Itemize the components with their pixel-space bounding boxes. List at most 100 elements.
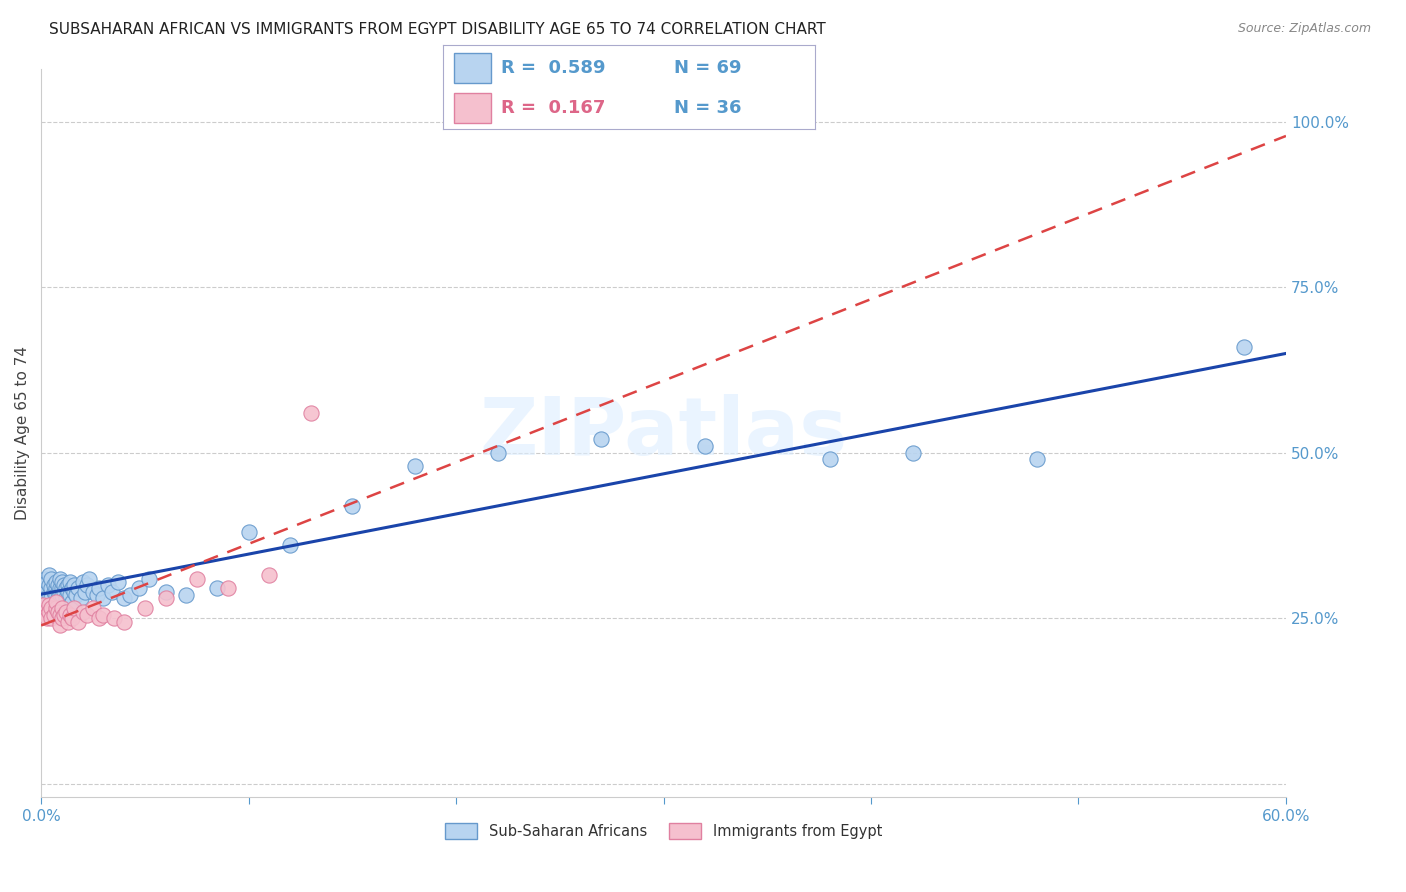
Point bbox=[46, 584, 69, 599]
Point bbox=[37, 611, 59, 625]
Point bbox=[134, 601, 156, 615]
Text: ZIPatlas: ZIPatlas bbox=[479, 393, 848, 472]
Point bbox=[86, 588, 108, 602]
Point bbox=[100, 584, 122, 599]
Point bbox=[45, 574, 67, 589]
Text: R =  0.167: R = 0.167 bbox=[501, 99, 605, 117]
Point bbox=[76, 607, 98, 622]
Point bbox=[112, 615, 135, 629]
Point bbox=[103, 611, 125, 625]
Point bbox=[93, 591, 115, 606]
Point bbox=[186, 572, 208, 586]
Point bbox=[67, 582, 90, 596]
Point bbox=[49, 582, 72, 596]
Point bbox=[176, 588, 198, 602]
Point bbox=[238, 525, 260, 540]
Point bbox=[217, 582, 239, 596]
Bar bbox=[454, 54, 491, 83]
Point bbox=[77, 572, 100, 586]
Point bbox=[1026, 452, 1049, 467]
Point bbox=[46, 578, 69, 592]
Point bbox=[342, 499, 364, 513]
Point bbox=[59, 588, 82, 602]
Point bbox=[1233, 340, 1256, 354]
Point bbox=[42, 578, 65, 592]
Point bbox=[299, 406, 322, 420]
Point bbox=[486, 445, 509, 459]
Point bbox=[63, 578, 86, 592]
Point bbox=[45, 601, 67, 615]
Point bbox=[46, 591, 69, 606]
Point bbox=[49, 572, 72, 586]
Point bbox=[41, 611, 63, 625]
Point bbox=[51, 582, 73, 596]
Point bbox=[38, 568, 60, 582]
Point bbox=[63, 584, 86, 599]
Point bbox=[37, 574, 59, 589]
Point bbox=[96, 578, 118, 592]
Point bbox=[32, 598, 55, 612]
Point bbox=[107, 574, 129, 589]
Point bbox=[41, 591, 63, 606]
Text: SUBSAHARAN AFRICAN VS IMMIGRANTS FROM EGYPT DISABILITY AGE 65 TO 74 CORRELATION : SUBSAHARAN AFRICAN VS IMMIGRANTS FROM EG… bbox=[49, 22, 825, 37]
Text: R =  0.589: R = 0.589 bbox=[501, 59, 605, 77]
Point bbox=[51, 611, 73, 625]
Point bbox=[259, 568, 281, 582]
Point bbox=[128, 582, 150, 596]
Point bbox=[82, 584, 104, 599]
Point bbox=[60, 595, 83, 609]
Point bbox=[52, 578, 75, 592]
Point bbox=[55, 591, 77, 606]
Point bbox=[52, 607, 75, 622]
Point bbox=[42, 584, 65, 599]
Point bbox=[49, 588, 72, 602]
Point bbox=[138, 572, 160, 586]
Point bbox=[38, 578, 60, 592]
Point bbox=[52, 584, 75, 599]
Point bbox=[34, 591, 56, 606]
Point bbox=[56, 584, 79, 599]
Point bbox=[591, 433, 613, 447]
Point bbox=[76, 578, 98, 592]
Point bbox=[278, 538, 301, 552]
Point bbox=[59, 574, 82, 589]
Point bbox=[72, 574, 94, 589]
Text: N = 36: N = 36 bbox=[673, 99, 741, 117]
Point bbox=[404, 458, 426, 473]
Point bbox=[38, 588, 60, 602]
Point bbox=[55, 582, 77, 596]
Point bbox=[72, 605, 94, 619]
Point bbox=[38, 598, 60, 612]
Point bbox=[89, 582, 111, 596]
Point bbox=[34, 605, 56, 619]
Point bbox=[63, 601, 86, 615]
Point bbox=[73, 584, 96, 599]
Point bbox=[56, 578, 79, 592]
Point bbox=[41, 582, 63, 596]
Point bbox=[45, 582, 67, 596]
Point bbox=[207, 582, 229, 596]
Point bbox=[155, 591, 177, 606]
Point bbox=[818, 452, 841, 467]
Point bbox=[89, 611, 111, 625]
Legend: Sub-Saharan Africans, Immigrants from Egypt: Sub-Saharan Africans, Immigrants from Eg… bbox=[439, 817, 887, 845]
Point bbox=[59, 607, 82, 622]
Point bbox=[112, 591, 135, 606]
Bar bbox=[454, 93, 491, 122]
Point bbox=[41, 572, 63, 586]
Point bbox=[51, 601, 73, 615]
Point bbox=[32, 584, 55, 599]
Point bbox=[34, 572, 56, 586]
Point bbox=[65, 588, 87, 602]
Text: Source: ZipAtlas.com: Source: ZipAtlas.com bbox=[1237, 22, 1371, 36]
Point bbox=[67, 615, 90, 629]
Point bbox=[60, 582, 83, 596]
Point bbox=[693, 439, 716, 453]
Point bbox=[45, 595, 67, 609]
Point bbox=[60, 611, 83, 625]
Text: N = 69: N = 69 bbox=[673, 59, 741, 77]
Point bbox=[37, 607, 59, 622]
Point bbox=[55, 605, 77, 619]
Point bbox=[41, 601, 63, 615]
Point bbox=[901, 445, 924, 459]
